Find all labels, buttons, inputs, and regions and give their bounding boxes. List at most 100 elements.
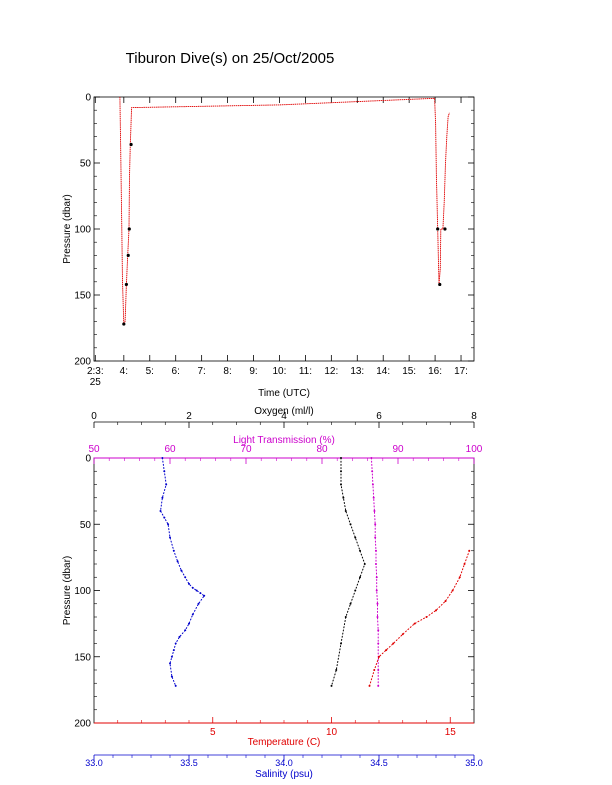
salinity-tick-label: 35.0	[465, 758, 483, 768]
temperature-data-point	[373, 669, 376, 671]
salinity-data-point	[170, 675, 173, 678]
salinity-data-point	[180, 569, 183, 572]
x-tick-label: 11:	[299, 366, 312, 377]
light-data-point	[371, 483, 374, 486]
salinity-tick-label: 33.5	[180, 758, 198, 768]
oxygen-data-point	[342, 496, 345, 499]
light-data-point	[377, 642, 380, 645]
y-axis-label: Pressure (dbar)	[62, 556, 73, 625]
light-tick-label: 80	[316, 444, 328, 455]
salinity-data-point	[203, 594, 206, 597]
salinity-data-point	[191, 613, 194, 616]
sample-marker	[436, 227, 440, 231]
salinity-tick-label: 33.0	[85, 758, 103, 768]
y-axis-label: Pressure (dbar)	[62, 194, 73, 263]
salinity-tick-label: 34.0	[275, 758, 293, 768]
x-tick-label: 12:	[324, 366, 338, 377]
temperature-tick-label: 15	[445, 727, 457, 738]
light-data-point	[374, 549, 377, 552]
y-tick-label: 0	[85, 93, 91, 104]
oxygen-data-point	[340, 642, 342, 645]
light-tick-label: 60	[164, 444, 176, 455]
oxygen-data-point	[363, 563, 366, 565]
x-tick-label: 15:	[402, 366, 416, 377]
oxygen-axis-label: Oxygen (ml/l)	[254, 406, 313, 417]
x-tick-label: 6:	[172, 366, 180, 377]
sample-marker	[122, 322, 126, 326]
salinity-profile-trace	[159, 457, 205, 687]
salinity-data-point	[188, 622, 190, 625]
x-tick-label: 9:	[249, 366, 257, 377]
y-tick-label: 150	[74, 652, 91, 663]
sample-marker	[126, 253, 130, 257]
temperature-data-point	[392, 642, 395, 645]
x-tick-label: 14:	[376, 366, 390, 377]
salinity-data-point	[195, 589, 198, 592]
light-data-point	[377, 684, 380, 687]
oxygen-data-point	[335, 669, 338, 671]
temperature-data-point	[385, 649, 388, 652]
salinity-data-point	[174, 684, 177, 687]
salinity-data-point	[172, 549, 175, 552]
salinity-data-point	[174, 642, 177, 645]
x-tick-label: 10:	[273, 366, 287, 377]
y-tick-label: 100	[74, 586, 91, 597]
oxygen-tick-label: 0	[91, 411, 97, 422]
oxygen-data-point	[340, 483, 342, 486]
light-data-point	[374, 536, 377, 539]
x-tick-label: 2:3:	[87, 366, 104, 377]
y-tick-label: 200	[74, 357, 91, 368]
salinity-axis-label: Salinity (psu)	[255, 769, 313, 780]
light-profile-trace	[370, 457, 379, 687]
oxygen-data-point	[349, 523, 352, 526]
salinity-data-point	[165, 483, 168, 486]
plot-frame	[93, 457, 475, 724]
oxygen-data-point	[340, 470, 342, 473]
salinity-data-point	[169, 662, 171, 665]
oxygen-tick-label: 6	[376, 411, 382, 422]
y-tick-label: 200	[74, 719, 91, 730]
oxygen-data-point	[344, 510, 347, 512]
light-axis-label: Light Transmission (%)	[233, 435, 335, 446]
temperature-tick-label: 10	[326, 727, 338, 738]
light-data-point	[376, 602, 379, 605]
temperature-tick-label: 5	[210, 727, 216, 738]
oxygen-profile-trace	[331, 457, 366, 687]
y-tick-label: 50	[80, 520, 92, 531]
temperature-data-point	[401, 633, 404, 636]
temperature-data-point	[468, 549, 471, 552]
temperature-data-point	[425, 616, 428, 618]
salinity-data-point	[184, 629, 187, 632]
temperature-data-point	[368, 684, 371, 687]
x-axis-label: Time (UTC)	[258, 388, 310, 399]
x-tick-label: 7:	[197, 366, 205, 377]
x-tick-label: 4:	[120, 366, 128, 377]
light-data-point	[374, 523, 377, 526]
salinity-data-point	[176, 560, 179, 563]
salinity-data-point	[172, 649, 175, 652]
chart-title: Tiburon Dive(s) on 25/Oct/2005	[125, 50, 335, 67]
light-data-point	[372, 496, 375, 499]
x-tick-label: 13:	[350, 366, 364, 377]
light-data-point	[373, 510, 376, 512]
temperature-data-point	[458, 576, 461, 579]
light-tick-label: 100	[466, 444, 483, 455]
temperature-profile-trace	[369, 550, 470, 687]
x-tick-label: 5:	[146, 366, 154, 377]
sample-marker	[127, 227, 131, 231]
oxygen-tick-label: 8	[471, 411, 477, 422]
sample-marker	[443, 227, 447, 231]
light-data-point	[375, 589, 378, 592]
temperature-axis-label: Temperature (C)	[248, 737, 321, 748]
light-data-point	[371, 470, 374, 473]
salinity-data-point	[199, 592, 202, 595]
salinity-data-point	[161, 457, 164, 459]
light-data-point	[375, 576, 378, 579]
oxygen-tick-label: 4	[281, 411, 287, 422]
oxygen-tick-label: 2	[186, 411, 192, 422]
oxygen-data-point	[330, 684, 333, 687]
x-tick-label: 17:	[454, 366, 468, 377]
oxygen-data-point	[354, 536, 357, 539]
temperature-data-point	[378, 655, 380, 658]
